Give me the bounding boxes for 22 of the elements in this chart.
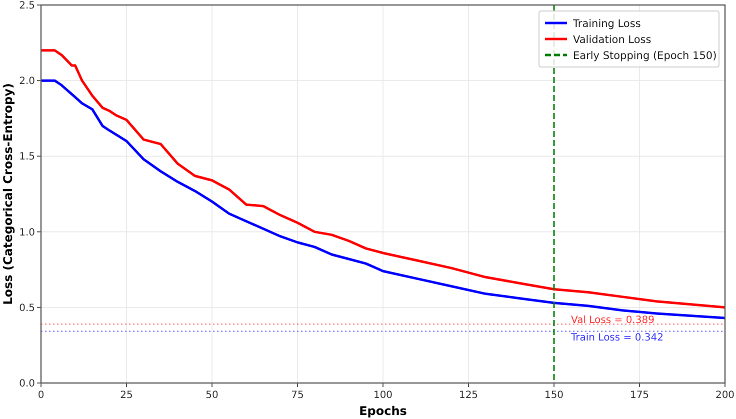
- ref-line-label: Early Stopping (Epoch 150): [573, 50, 717, 62]
- x-tick-label: 150: [544, 390, 564, 401]
- y-tick-label: 2.0: [19, 76, 35, 88]
- x-tick-label: 25: [120, 390, 133, 401]
- legend-label: Validation Loss: [573, 34, 652, 46]
- x-tick-label: 200: [715, 390, 735, 401]
- x-tick-label: 175: [630, 390, 650, 401]
- x-tick-label: 50: [206, 390, 218, 401]
- y-tick-label: 1.5: [19, 152, 35, 163]
- ref-line-label: Train Loss = 0.342: [570, 332, 664, 344]
- y-axis-title: Loss (Categorical Cross-Entropy): [1, 83, 15, 305]
- x-tick-label: 100: [373, 390, 393, 401]
- legend-label: Training Loss: [572, 18, 641, 30]
- x-axis-title: Epochs: [359, 404, 407, 418]
- ref-line-label: Val Loss = 0.389: [571, 315, 654, 326]
- x-tick-label: 0: [38, 390, 44, 401]
- x-tick-label: 75: [291, 390, 304, 401]
- y-tick-label: 1.0: [19, 227, 35, 238]
- x-tick-label: 125: [458, 390, 478, 401]
- y-tick-label: 2.5: [19, 0, 35, 12]
- y-tick-label: 0.0: [19, 378, 35, 390]
- y-tick-label: 0.5: [19, 302, 35, 314]
